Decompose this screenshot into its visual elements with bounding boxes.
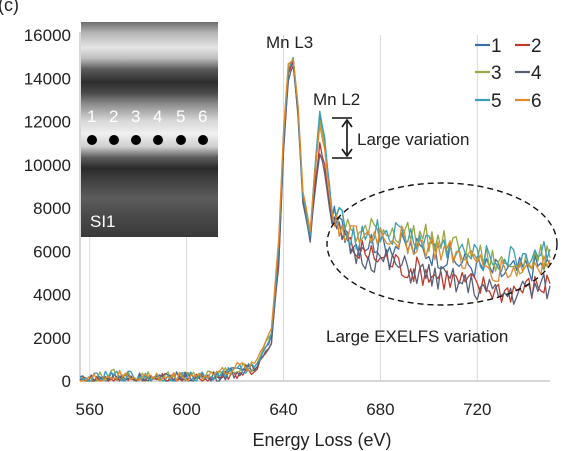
y-tick-label: 8000 xyxy=(33,199,71,218)
x-tick-label: 600 xyxy=(172,400,200,419)
inset-point-marker xyxy=(109,135,119,145)
axes xyxy=(79,32,550,382)
inset-point-label: 3 xyxy=(131,107,140,126)
inset-point-label: 1 xyxy=(87,107,96,126)
inset-point-marker xyxy=(131,135,141,145)
x-tick-label: 680 xyxy=(366,400,394,419)
inset-label: SI1 xyxy=(90,212,116,231)
annotation-large-variation: Large variation xyxy=(357,130,469,149)
inset-point-marker xyxy=(87,135,97,145)
annotation-large-exelfs-variation: Large EXELFS variation xyxy=(326,327,508,346)
y-tick-label: 10000 xyxy=(24,156,71,175)
inset-point-marker xyxy=(198,135,208,145)
inset-point-label: 4 xyxy=(153,107,162,126)
variation-bracket xyxy=(332,117,353,159)
series-line-6 xyxy=(79,58,551,382)
legend: 1 2 3 4 5 6 xyxy=(475,36,542,112)
exelfs-ellipse xyxy=(326,182,558,306)
legend-label-4: 4 xyxy=(531,63,542,84)
annotation-mn-l3: Mn L3 xyxy=(266,33,313,52)
y-tick-label: 2000 xyxy=(33,329,71,348)
inset-point-label: 2 xyxy=(109,107,118,126)
legend-label-2: 2 xyxy=(531,36,542,57)
inset-point-label: 6 xyxy=(198,107,207,126)
x-tick-labels: 560 600 640 680 720 xyxy=(76,400,492,419)
x-tick-label: 560 xyxy=(76,400,104,419)
y-tick-label: 14000 xyxy=(24,69,71,88)
x-axis-title: Energy Loss (eV) xyxy=(252,430,391,450)
y-tick-label: 12000 xyxy=(24,113,71,132)
x-tick-label: 640 xyxy=(269,400,297,419)
panel-label: (c) xyxy=(0,0,19,15)
inset-point-label: 5 xyxy=(176,107,185,126)
series-lines xyxy=(79,56,551,382)
inset-point-marker xyxy=(176,135,186,145)
legend-label-5: 5 xyxy=(491,91,502,112)
y-tick-labels: 0 2000 4000 6000 8000 10000 12000 14000 16000 xyxy=(24,26,71,391)
legend-label-1: 1 xyxy=(491,36,502,57)
y-tick-label: 16000 xyxy=(24,26,71,45)
inset-point-marker xyxy=(153,135,163,145)
x-tick-label: 720 xyxy=(463,400,491,419)
annotation-mn-l2: Mn L2 xyxy=(313,90,360,109)
y-tick-label: 4000 xyxy=(33,286,71,305)
legend-label-6: 6 xyxy=(531,91,542,112)
y-tick-label: 0 xyxy=(62,372,71,391)
y-tick-label: 6000 xyxy=(33,242,71,261)
legend-label-3: 3 xyxy=(491,63,502,84)
